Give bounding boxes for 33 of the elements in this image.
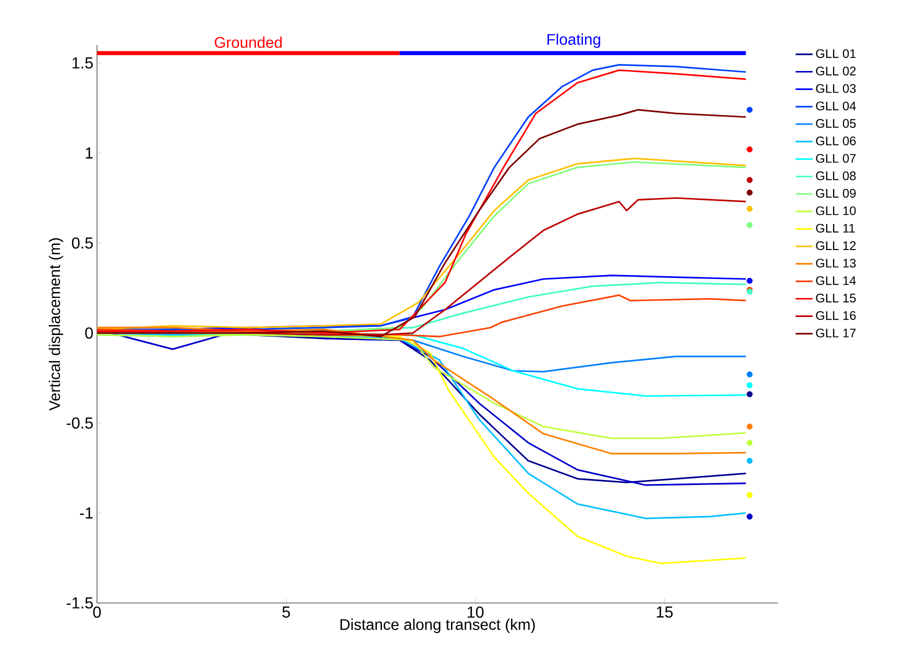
legend-label: GLL 07 — [816, 154, 856, 163]
legend-label: GLL 02 — [816, 66, 856, 76]
y-tick-label: 0.5 — [72, 237, 93, 249]
legend-label: GLL 17 — [816, 328, 856, 338]
legend-label: GLL 05 — [816, 119, 856, 128]
legend-label: GLL 15 — [816, 294, 856, 302]
x-tick-label: 15 — [656, 606, 673, 618]
legend-label: GLL 16 — [816, 311, 856, 320]
legend-label: GLL 12 — [816, 241, 856, 250]
line-series — [96, 334, 747, 440]
x-tick-label: 0 — [93, 606, 101, 618]
y-tick-label: -0.5 — [66, 417, 93, 429]
x-tick-label: 5 — [282, 606, 290, 618]
x-tick-label: 10 — [468, 606, 484, 618]
y-tick-label: 1.5 — [72, 57, 93, 69]
y-tick-label: -1 — [80, 508, 93, 518]
annotation: Grounded — [214, 36, 282, 48]
legend-label: GLL 14 — [816, 276, 856, 286]
legend-label: GLL 11 — [816, 224, 855, 233]
legend-label: GLL 10 — [816, 206, 856, 216]
legend-label: GLL 03 — [816, 84, 856, 93]
legend-label: GLL 13 — [816, 258, 856, 268]
legend-label: GLL 01 — [816, 49, 856, 58]
y-tick-label: -1.5 — [66, 597, 93, 609]
y-axis-title: Vertical displacement (m) — [48, 238, 64, 411]
legend-label: GLL 09 — [816, 188, 856, 198]
x-axis-title: Distance along transect (km) — [340, 618, 535, 634]
legend-label: GLL 04 — [816, 102, 856, 110]
legend-label: GLL 08 — [816, 171, 856, 180]
legend-label: GLL 06 — [816, 136, 856, 146]
y-tick-label: 0 — [85, 327, 93, 339]
annotation: Floating — [548, 34, 600, 48]
y-tick-label: 1 — [86, 148, 93, 158]
